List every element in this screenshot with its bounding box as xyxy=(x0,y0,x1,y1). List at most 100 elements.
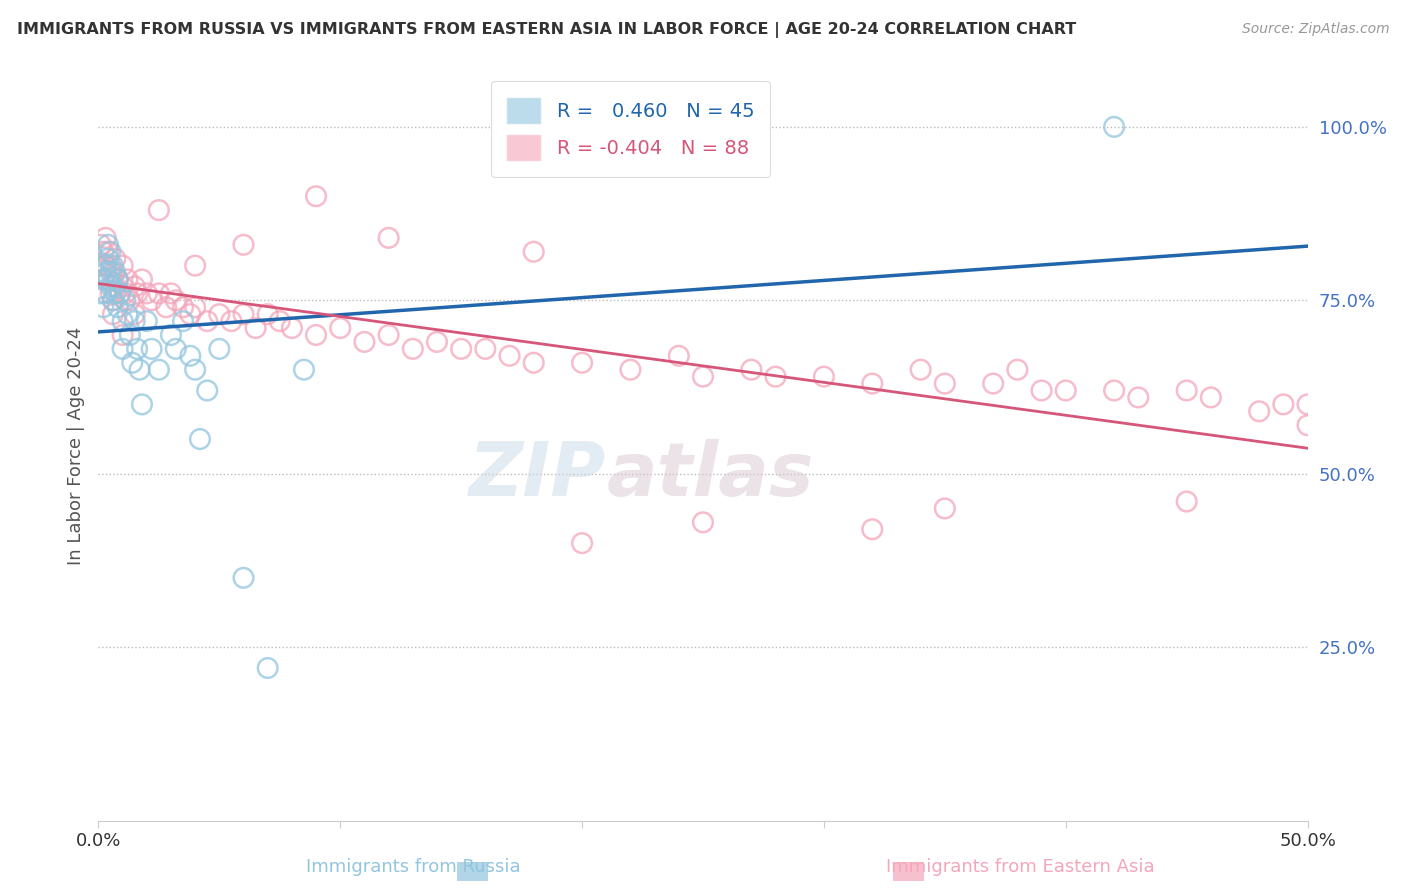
Point xyxy=(165,342,187,356)
Point xyxy=(692,516,714,530)
Point xyxy=(172,300,194,314)
Point xyxy=(124,314,146,328)
Point xyxy=(498,349,520,363)
Point xyxy=(860,522,883,536)
Point xyxy=(165,293,187,308)
Point xyxy=(118,328,141,343)
Point xyxy=(127,342,149,356)
Point xyxy=(981,376,1004,391)
Point xyxy=(107,272,129,286)
Point xyxy=(100,259,122,273)
Point xyxy=(148,203,170,218)
Point xyxy=(571,536,593,550)
Text: IMMIGRANTS FROM RUSSIA VS IMMIGRANTS FROM EASTERN ASIA IN LABOR FORCE | AGE 20-2: IMMIGRANTS FROM RUSSIA VS IMMIGRANTS FRO… xyxy=(17,22,1076,38)
Point xyxy=(131,397,153,411)
Point xyxy=(571,356,593,370)
Point xyxy=(124,307,146,321)
Point xyxy=(114,286,136,301)
Point xyxy=(353,334,375,349)
Text: ZIP: ZIP xyxy=(470,440,606,513)
Point xyxy=(1296,397,1319,411)
Point xyxy=(179,349,201,363)
Point xyxy=(111,314,134,328)
Point xyxy=(1007,362,1029,376)
Point xyxy=(377,231,399,245)
Point xyxy=(101,307,124,321)
Point xyxy=(1128,391,1150,405)
Point xyxy=(97,237,120,252)
Point xyxy=(135,286,157,301)
Point xyxy=(124,279,146,293)
Point xyxy=(118,293,141,308)
Point xyxy=(172,314,194,328)
Point xyxy=(111,279,134,293)
Point xyxy=(90,259,112,273)
Point xyxy=(117,307,139,321)
Point xyxy=(111,342,134,356)
Point xyxy=(740,362,762,376)
Point xyxy=(104,252,127,266)
Point xyxy=(101,293,124,308)
Point xyxy=(108,286,131,301)
Y-axis label: In Labor Force | Age 20-24: In Labor Force | Age 20-24 xyxy=(66,326,84,566)
Point xyxy=(523,244,546,259)
Point xyxy=(195,384,218,398)
Point xyxy=(111,259,134,273)
Point xyxy=(101,266,124,280)
Point xyxy=(100,244,122,259)
Point xyxy=(94,259,117,273)
Point xyxy=(305,328,328,343)
Point xyxy=(269,314,291,328)
Point xyxy=(1102,120,1125,134)
Point xyxy=(292,362,315,376)
Point xyxy=(245,321,267,335)
Point xyxy=(184,259,207,273)
Point xyxy=(1102,384,1125,398)
Point xyxy=(184,300,207,314)
Point xyxy=(860,376,883,391)
Point xyxy=(97,252,120,266)
Point xyxy=(377,328,399,343)
Point xyxy=(135,314,157,328)
Point xyxy=(765,369,787,384)
Point xyxy=(107,272,129,286)
Point xyxy=(1272,397,1295,411)
Point xyxy=(141,342,163,356)
Point xyxy=(91,272,114,286)
Point xyxy=(128,362,150,376)
Text: Immigrants from Eastern Asia: Immigrants from Eastern Asia xyxy=(886,858,1154,876)
Point xyxy=(94,266,117,280)
Point xyxy=(426,334,449,349)
Point xyxy=(127,286,149,301)
Point xyxy=(97,244,120,259)
Point xyxy=(141,293,163,308)
Point xyxy=(97,272,120,286)
Text: Source: ZipAtlas.com: Source: ZipAtlas.com xyxy=(1241,22,1389,37)
Point xyxy=(94,259,117,273)
Point xyxy=(108,286,131,301)
Point xyxy=(148,362,170,376)
Point xyxy=(1175,494,1198,508)
Point xyxy=(114,293,136,308)
Text: Immigrants from Russia: Immigrants from Russia xyxy=(305,858,520,876)
Point xyxy=(101,279,124,293)
Point xyxy=(1249,404,1271,418)
Point xyxy=(184,362,207,376)
Point xyxy=(97,272,120,286)
Point xyxy=(101,293,124,308)
Point xyxy=(101,259,124,273)
Point xyxy=(934,501,956,516)
Point xyxy=(100,266,122,280)
Point xyxy=(111,328,134,343)
Point xyxy=(221,314,243,328)
Point xyxy=(104,279,127,293)
Point xyxy=(160,286,183,301)
Point xyxy=(1175,384,1198,398)
Point xyxy=(523,356,546,370)
Point xyxy=(1031,384,1053,398)
Point xyxy=(692,369,714,384)
Point xyxy=(121,356,143,370)
Legend: R =   0.460   N = 45, R = -0.404   N = 88: R = 0.460 N = 45, R = -0.404 N = 88 xyxy=(491,81,770,177)
Point xyxy=(104,266,127,280)
Point xyxy=(91,300,114,314)
